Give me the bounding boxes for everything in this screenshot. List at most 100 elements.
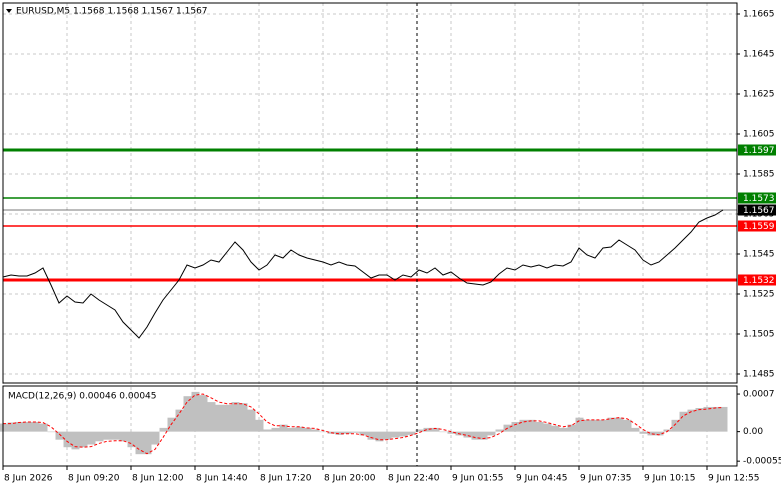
- histogram-bar: [231, 402, 240, 432]
- histogram-bar: [415, 429, 424, 432]
- y-tick-label: -0.00055: [743, 457, 781, 467]
- level-label: 1.1597: [743, 146, 775, 156]
- marks: [0, 148, 737, 455]
- histogram-bar: [535, 421, 544, 432]
- histogram-bar: [15, 421, 24, 432]
- histogram-bar: [591, 419, 600, 432]
- histogram-bar: [127, 431, 136, 448]
- histogram-bar: [527, 419, 536, 432]
- histogram-bar: [263, 429, 272, 432]
- histogram-bar: [183, 396, 192, 432]
- x-tick-label: 8 Jun 14:40: [196, 474, 248, 484]
- y-tick-label: 1.1485: [743, 370, 775, 380]
- level-label-bg: [738, 220, 776, 232]
- histogram-bar: [55, 431, 64, 440]
- histogram-bar: [319, 431, 328, 433]
- y-tick-label: 0.00: [743, 427, 763, 437]
- histogram-bar: [679, 411, 688, 432]
- histogram-bar: [223, 404, 232, 432]
- histogram-bar: [447, 431, 456, 434]
- level-label: 1.1532: [743, 276, 775, 286]
- y-tick-label: 1.1645: [743, 50, 775, 60]
- y-tick-label: 0.0007: [743, 390, 775, 400]
- x-tick-label: 8 Jun 22:40: [388, 474, 440, 484]
- histogram-bar: [311, 429, 320, 432]
- histogram-bar: [687, 409, 696, 432]
- level-label-bg: [738, 144, 776, 156]
- histogram-bar: [119, 431, 128, 442]
- y-tick-label: 1.1625: [743, 90, 775, 100]
- histogram-bar: [671, 419, 680, 432]
- histogram-bar: [343, 431, 352, 434]
- histogram-bar: [615, 417, 624, 432]
- histogram-bar: [159, 427, 168, 432]
- histogram-bar: [471, 431, 480, 440]
- level-label: 1.1573: [743, 194, 775, 204]
- menu-triangle: [6, 9, 12, 13]
- histogram-bar: [431, 427, 440, 432]
- histogram-bar: [423, 427, 432, 432]
- x-tick-label: 9 Jun 04:45: [516, 474, 567, 484]
- level-label-bg: [738, 274, 776, 286]
- histogram-bar: [495, 429, 504, 432]
- histogram-bar: [39, 423, 48, 432]
- histogram-bar: [199, 395, 208, 432]
- chart-title: EURUSD,M5 1.1568 1.1568 1.1567 1.1567: [16, 7, 208, 17]
- histogram-bar: [151, 431, 160, 445]
- histogram-bar: [287, 427, 296, 432]
- histogram-bar: [511, 421, 520, 432]
- histogram-bar: [599, 419, 608, 432]
- histogram-bar: [295, 426, 304, 432]
- y-tick-label: 1.1525: [743, 290, 775, 300]
- histogram-bar: [383, 431, 392, 440]
- histogram-bar: [95, 431, 104, 442]
- x-tick-label: 9 Jun 01:55: [452, 474, 503, 484]
- histogram-bar: [215, 404, 224, 432]
- x-tick-label: 8 Jun 12:00: [132, 474, 184, 484]
- histogram-bar: [631, 427, 640, 432]
- histogram-bar: [359, 431, 368, 436]
- axis-labels: 1.14851.15051.15251.15451.15651.15851.16…: [2, 10, 781, 484]
- histogram-bar: [191, 391, 200, 432]
- histogram-bar: [375, 431, 384, 442]
- histogram-bar: [575, 417, 584, 432]
- x-tick-label: 8 Jun 09:20: [68, 474, 120, 484]
- grid: [2, 3, 737, 466]
- histogram-bar: [655, 431, 664, 436]
- histogram-bar: [583, 419, 592, 432]
- histogram-bar: [247, 409, 256, 432]
- histogram-bar: [47, 431, 56, 433]
- histogram-bar: [407, 431, 416, 435]
- histogram-bar: [0, 423, 8, 432]
- histogram-bar: [111, 431, 120, 440]
- y-tick-label: 1.1545: [743, 250, 775, 260]
- histogram-bar: [367, 431, 376, 440]
- y-tick-label: 1.1585: [743, 170, 775, 180]
- histogram-bar: [135, 431, 144, 455]
- histogram-bar: [703, 406, 712, 432]
- histogram-bar: [271, 427, 280, 432]
- y-tick-label: 1.1505: [743, 330, 775, 340]
- histogram-bar: [711, 406, 720, 432]
- histogram-bar: [719, 406, 728, 432]
- x-tick-label: 9 Jun 07:35: [580, 474, 631, 484]
- histogram-bar: [87, 431, 96, 445]
- histogram-bar: [551, 425, 560, 432]
- histogram-bar: [567, 424, 576, 432]
- histogram-bar: [391, 431, 400, 438]
- histogram-bar: [399, 431, 408, 437]
- histogram-bar: [439, 431, 448, 433]
- y-tick-label: 1.1665: [743, 10, 775, 20]
- histogram-bar: [695, 408, 704, 432]
- histogram-bar: [279, 424, 288, 432]
- level-label: 1.1567: [743, 206, 775, 216]
- histogram-bar: [639, 431, 648, 434]
- histogram-bar: [255, 419, 264, 432]
- histogram-bar: [303, 427, 312, 432]
- macd-panel-frame: [2, 385, 738, 467]
- price-panel-frame: [2, 2, 738, 384]
- histogram-bar: [351, 431, 360, 433]
- histogram-bar: [647, 431, 656, 436]
